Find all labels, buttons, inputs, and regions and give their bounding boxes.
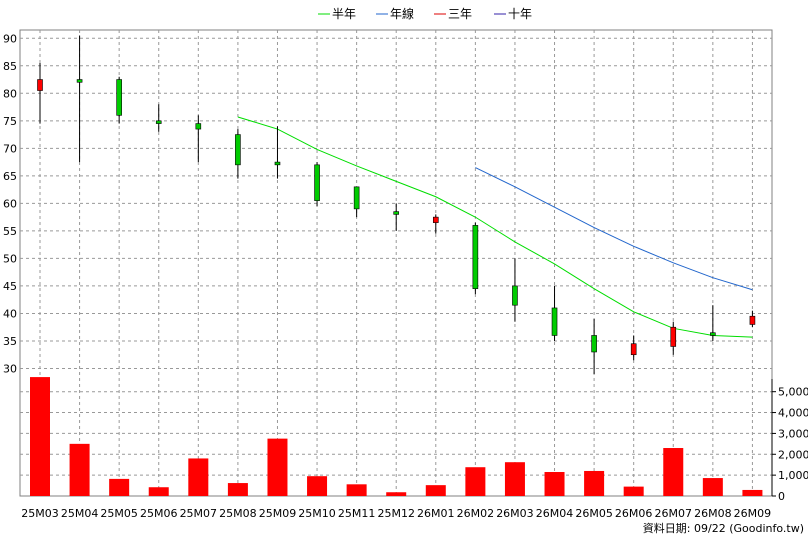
x-tick-label: 25M12 bbox=[377, 507, 415, 520]
candle-body bbox=[710, 332, 716, 336]
candle-body bbox=[630, 343, 637, 356]
legend-label: 年線 bbox=[390, 6, 414, 21]
volume-bar bbox=[69, 443, 90, 496]
volume-tick-label: 3,000 bbox=[778, 427, 808, 440]
moving-average-lines bbox=[237, 116, 753, 338]
x-tick-label: 25M09 bbox=[259, 507, 297, 520]
volume-bar bbox=[742, 489, 763, 496]
x-tick-label: 26M07 bbox=[655, 507, 693, 520]
candle-body bbox=[393, 211, 400, 215]
price-tick-label: 30 bbox=[3, 362, 17, 375]
candle-body bbox=[551, 307, 558, 336]
volume-tick-label: 0 bbox=[778, 490, 785, 503]
x-tick-label: 26M02 bbox=[457, 507, 495, 520]
x-tick-label: 26M08 bbox=[694, 507, 732, 520]
x-tick-label: 26M05 bbox=[575, 507, 613, 520]
price-tick-label: 70 bbox=[3, 142, 17, 155]
volume-tick-label: 2,000 bbox=[778, 448, 808, 461]
price-tick-label: 80 bbox=[3, 87, 17, 100]
volume-bar bbox=[386, 492, 407, 496]
volume-bar bbox=[663, 448, 684, 496]
volume-bar bbox=[425, 485, 446, 496]
volume-bar bbox=[109, 478, 130, 496]
candle-body bbox=[195, 123, 202, 130]
half-year-ma-line bbox=[237, 116, 753, 338]
candle-body bbox=[591, 335, 597, 353]
price-tick-label: 55 bbox=[3, 225, 17, 238]
price-gridlines bbox=[20, 37, 772, 369]
volume-bars bbox=[30, 377, 763, 496]
candle-body bbox=[749, 315, 756, 325]
x-tick-label: 26M09 bbox=[734, 507, 772, 520]
annual-ma-line bbox=[475, 167, 753, 291]
price-axis: 30 35 40 45 50 55 60 65 70 75 80 85 90 bbox=[3, 32, 17, 375]
x-tick-label: 25M04 bbox=[61, 507, 99, 520]
candle-body bbox=[512, 285, 518, 306]
x-tick-label: 26M01 bbox=[417, 507, 455, 520]
candle-body bbox=[432, 216, 439, 223]
volume-bar bbox=[346, 484, 367, 496]
volume-bar bbox=[544, 472, 565, 496]
volume-bar bbox=[623, 486, 644, 496]
volume-bar bbox=[30, 377, 50, 496]
volume-bar bbox=[188, 458, 209, 496]
price-tick-label: 65 bbox=[3, 170, 17, 183]
price-tick-label: 40 bbox=[3, 307, 17, 320]
volume-bar bbox=[504, 462, 525, 496]
volume-bar bbox=[148, 487, 169, 496]
volume-bar bbox=[267, 438, 288, 496]
price-tick-label: 90 bbox=[3, 32, 17, 45]
candle-body bbox=[155, 120, 162, 124]
volume-gridlines bbox=[20, 391, 772, 476]
x-tick-label: 25M03 bbox=[21, 507, 59, 520]
x-tick-label: 25M05 bbox=[100, 507, 138, 520]
chart-legend: 半年 年線 三年 十年 bbox=[318, 6, 532, 21]
x-tick-label: 25M08 bbox=[219, 507, 257, 520]
legend-label: 半年 bbox=[332, 7, 356, 21]
price-tick-label: 45 bbox=[3, 280, 17, 293]
x-axis: 25M03 25M04 25M05 25M06 25M07 25M08 25M09 25M10… bbox=[21, 507, 771, 520]
x-tick-label: 25M06 bbox=[140, 507, 178, 520]
volume-tick-label: 1,000 bbox=[778, 469, 808, 482]
price-tick-label: 85 bbox=[3, 60, 17, 73]
candle-body bbox=[314, 164, 320, 201]
legend-label: 三年 bbox=[448, 7, 472, 21]
x-tick-label: 25M07 bbox=[180, 507, 218, 520]
volume-bar bbox=[584, 470, 605, 496]
candle-body bbox=[472, 225, 479, 289]
x-tick-label: 25M11 bbox=[338, 507, 376, 520]
volume-bar bbox=[227, 483, 248, 496]
volume-tick-label: 4,000 bbox=[778, 407, 808, 420]
price-tick-label: 35 bbox=[3, 335, 17, 348]
candle-body bbox=[76, 79, 83, 83]
volume-axis: 0 1,000 2,000 3,000 4,000 5,000 bbox=[771, 379, 808, 503]
price-tick-label: 50 bbox=[3, 252, 17, 265]
candle-body bbox=[116, 79, 122, 116]
volume-bar bbox=[307, 476, 328, 496]
candle-body bbox=[235, 134, 241, 166]
price-tick-label: 60 bbox=[3, 197, 17, 210]
legend-label: 十年 bbox=[508, 7, 532, 21]
x-tick-label: 25M10 bbox=[298, 507, 336, 520]
x-tick-label: 26M03 bbox=[496, 507, 534, 520]
candlesticks bbox=[37, 35, 756, 374]
volume-tick-label: 5,000 bbox=[778, 386, 808, 399]
volume-bar bbox=[702, 478, 723, 496]
x-tick-label: 26M04 bbox=[536, 507, 574, 520]
category-gridlines bbox=[39, 30, 753, 496]
x-tick-label: 26M06 bbox=[615, 507, 653, 520]
volume-bar bbox=[465, 467, 486, 496]
candle-body bbox=[274, 161, 281, 166]
candle-body bbox=[37, 79, 43, 91]
price-tick-label: 75 bbox=[3, 115, 17, 128]
candle-body bbox=[353, 186, 360, 210]
data-date-footer: 資料日期: 09/22 (Goodinfo.tw) bbox=[643, 521, 804, 535]
candle-body bbox=[670, 326, 677, 347]
